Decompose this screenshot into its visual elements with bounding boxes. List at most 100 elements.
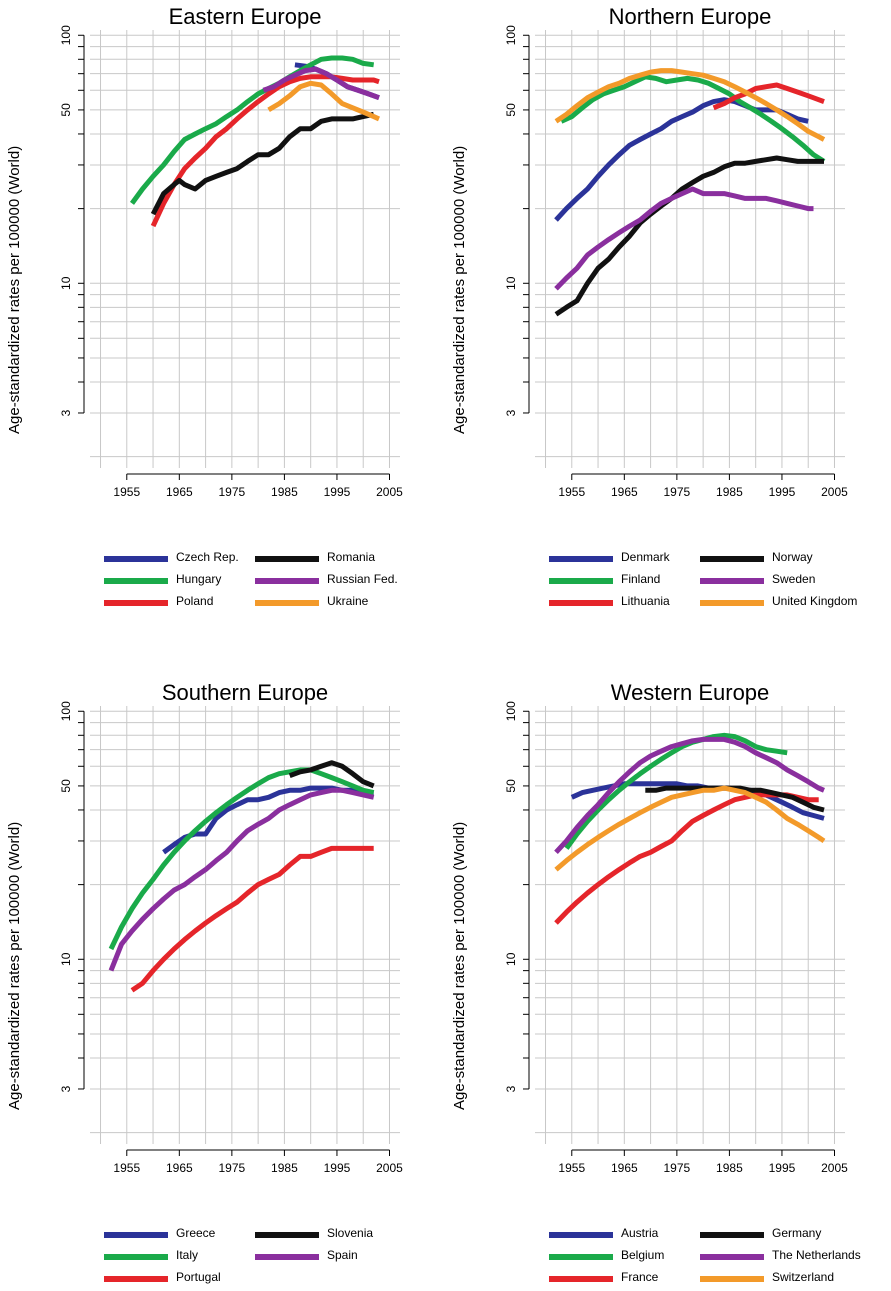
x-tick-label: 1965 [611, 485, 638, 499]
x-tick-label: 2005 [821, 485, 848, 499]
legend-swatch [549, 1232, 613, 1238]
legend-label: Slovenia [327, 1226, 373, 1240]
plot-area: 1955 1965 1975 1985 1995 2005 3 10 50 100 [445, 676, 890, 1196]
x-tick-label: 1955 [558, 1161, 585, 1175]
series-line-ukraine [269, 83, 379, 119]
legend-swatch [104, 1254, 168, 1260]
plot-area: 1955 1965 1975 1985 1995 2005 3 10 50 100 [0, 0, 445, 520]
legend-label: Russian Fed. [327, 572, 398, 586]
x-tick-label: 1955 [113, 1161, 140, 1175]
legend-swatch [549, 1276, 613, 1282]
legend-swatch [255, 556, 319, 562]
grid [90, 30, 400, 468]
y-tick-label: 3 [59, 409, 73, 416]
y-tick-label: 50 [59, 103, 73, 117]
legend-label: Austria [621, 1226, 658, 1240]
y-tick-label: 10 [504, 952, 518, 966]
x-tick-label: 1985 [271, 485, 298, 499]
chart-panel-western-europe: Western Europe Age-standardized rates per… [445, 676, 890, 1291]
chart-panel-eastern-europe: Eastern Europe Age-standardized rates per… [0, 0, 445, 615]
y-tick-label: 10 [504, 276, 518, 290]
legend-swatch [255, 578, 319, 584]
chart-panel-southern-europe: Southern Europe Age-standardized rates pe… [0, 676, 445, 1291]
legend-label: Lithuania [621, 594, 670, 608]
legend-label: Switzerland [772, 1270, 834, 1284]
legend-label: Finland [621, 572, 660, 586]
legend-label: Norway [772, 550, 813, 564]
legend-swatch [104, 556, 168, 562]
x-tick-label: 1985 [271, 1161, 298, 1175]
legend-swatch [255, 1254, 319, 1260]
x-tick-label: 2005 [376, 1161, 403, 1175]
y-tick-label: 100 [504, 25, 518, 45]
x-tick-label: 1975 [219, 1161, 246, 1175]
x-tick-label: 1975 [664, 485, 691, 499]
y-tick-label: 10 [59, 952, 73, 966]
legend-label: Portugal [176, 1270, 221, 1284]
grid [535, 30, 845, 468]
x-tick-label: 1965 [166, 1161, 193, 1175]
y-tick-label: 3 [504, 409, 518, 416]
x-tick-label: 1995 [769, 1161, 796, 1175]
legend-label: Romania [327, 550, 375, 564]
x-tick-label: 1965 [611, 1161, 638, 1175]
legend-label: Poland [176, 594, 213, 608]
x-tick-label: 1955 [558, 485, 585, 499]
legend-label: Belgium [621, 1248, 664, 1262]
legend-swatch [700, 1232, 764, 1238]
series-line-switzerland [556, 788, 824, 870]
legend-label: Sweden [772, 572, 815, 586]
legend-swatch [700, 1254, 764, 1260]
legend-swatch [700, 600, 764, 606]
legend-swatch [700, 1276, 764, 1282]
legend-swatch [104, 600, 168, 606]
legend-swatch [549, 578, 613, 584]
legend-label: United Kingdom [772, 594, 857, 608]
y-tick-label: 3 [504, 1085, 518, 1092]
legend-swatch [549, 556, 613, 562]
legend-swatch [549, 600, 613, 606]
y-tick-label: 3 [59, 1085, 73, 1092]
x-tick-label: 1985 [716, 1161, 743, 1175]
series-line-poland [153, 77, 379, 226]
legend-swatch [104, 1232, 168, 1238]
y-tick-label: 50 [504, 103, 518, 117]
x-tick-label: 2005 [821, 1161, 848, 1175]
y-tick-label: 50 [504, 779, 518, 793]
plot-area: 1955 1965 1975 1985 1995 2005 3 10 50 100 [445, 0, 890, 520]
legend-label: Greece [176, 1226, 215, 1240]
chart-panel-northern-europe: Northern Europe Age-standardized rates pe… [445, 0, 890, 615]
series-line-italy [111, 770, 374, 949]
x-tick-label: 1995 [324, 485, 351, 499]
x-tick-label: 2005 [376, 485, 403, 499]
y-tick-label: 50 [59, 779, 73, 793]
grid [535, 706, 845, 1144]
legend-swatch [104, 1276, 168, 1282]
legend-swatch [255, 600, 319, 606]
x-tick-label: 1985 [716, 485, 743, 499]
x-tick-label: 1955 [113, 485, 140, 499]
legend-swatch [700, 556, 764, 562]
x-tick-label: 1975 [664, 1161, 691, 1175]
legend-swatch [700, 578, 764, 584]
legend-swatch [255, 1232, 319, 1238]
legend-label: Czech Rep. [176, 550, 239, 564]
legend-label: Hungary [176, 572, 221, 586]
y-tick-label: 100 [59, 25, 73, 45]
legend-label: France [621, 1270, 658, 1284]
legend-label: The Netherlands [772, 1248, 861, 1262]
y-tick-label: 100 [59, 701, 73, 721]
x-tick-label: 1995 [769, 485, 796, 499]
y-tick-label: 100 [504, 701, 518, 721]
legend-label: Spain [327, 1248, 358, 1262]
legend-label: Germany [772, 1226, 821, 1240]
y-tick-label: 10 [59, 276, 73, 290]
legend-label: Ukraine [327, 594, 368, 608]
x-tick-label: 1965 [166, 485, 193, 499]
legend-label: Denmark [621, 550, 670, 564]
legend-label: Italy [176, 1248, 198, 1262]
legend-swatch [104, 578, 168, 584]
x-tick-label: 1995 [324, 1161, 351, 1175]
x-tick-label: 1975 [219, 485, 246, 499]
legend-swatch [549, 1254, 613, 1260]
